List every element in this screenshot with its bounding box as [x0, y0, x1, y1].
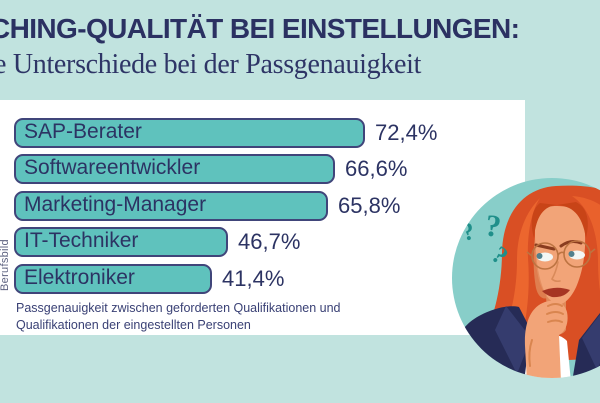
bar-category-label: Marketing-Manager	[24, 192, 207, 216]
bar-value-label: 65,8%	[338, 192, 401, 218]
thinking-woman-illustration: ? ? ?	[452, 178, 600, 378]
bar-category-label: SAP-Berater	[24, 120, 142, 143]
eyebrow-left	[534, 243, 556, 251]
chart-footnote: Passgenauigkeit zwischen geforderten Qua…	[16, 300, 416, 333]
bar: IT-Techniker	[14, 227, 228, 258]
face	[534, 206, 586, 305]
footnote-line-2: Qualifikationen der eingestellten Person…	[16, 317, 251, 332]
bar-value-label: 41,4%	[222, 265, 285, 291]
bar-row: Elektroniker 41,4%	[14, 263, 437, 294]
svg-text:?: ?	[483, 207, 503, 244]
bar: Marketing-Manager	[14, 190, 328, 221]
bar-value-label: 46,7%	[238, 229, 301, 255]
lips	[542, 287, 570, 298]
page-subtitle: e Unterschiede bei der Passgenauigkeit	[0, 49, 422, 80]
bar: Elektroniker	[14, 263, 212, 294]
bar-row: Softwareentwickler 66,6%	[14, 154, 437, 185]
bar: Softwareentwickler	[14, 154, 335, 185]
bar-category-label: IT-Techniker	[24, 229, 139, 253]
bar-row: IT-Techniker 46,7%	[14, 227, 437, 258]
bar-category-label: Softwareentwickler	[24, 156, 201, 180]
glasses-icon	[526, 240, 596, 270]
page-title: CHING-QUALITÄT BEI EINSTELLUNGEN:	[0, 13, 520, 44]
bar: SAP-Berater	[14, 118, 365, 148]
bar-value-label: 66,6%	[345, 156, 408, 182]
bar-row: Marketing-Manager 65,8%	[14, 190, 437, 221]
footnote-line-1: Passgenauigkeit zwischen geforderten Qua…	[16, 301, 341, 315]
bar-row: SAP-Berater 72,4%	[14, 118, 437, 148]
bar-category-label: Elektroniker	[24, 265, 135, 289]
y-axis-label: Berufsbild	[0, 239, 11, 291]
bar-value-label: 72,4%	[375, 120, 438, 145]
hair-fringe	[531, 203, 557, 238]
bar-chart: SAP-Berater 72,4% Softwareentwickler 66,6% M…	[14, 118, 437, 300]
